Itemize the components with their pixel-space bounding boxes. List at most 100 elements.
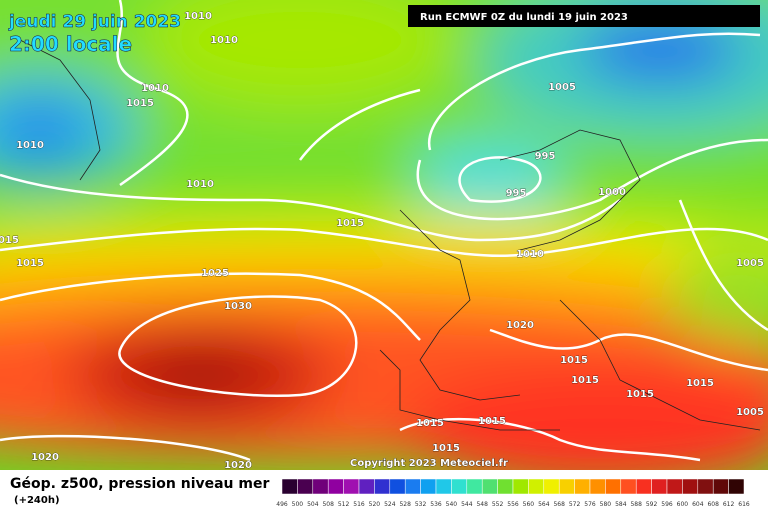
colorbar-label: 572 (569, 501, 581, 508)
isobar-label: 1000 (598, 187, 626, 198)
isobar-label: 995 (535, 151, 556, 162)
colorbar-label: 580 (600, 501, 612, 508)
field (0, 0, 768, 470)
colorbar-cell (635, 478, 652, 495)
colorbar-label: 612 (723, 501, 735, 508)
colorbar-cell (574, 478, 591, 495)
isobar-label: 1015 (0, 235, 19, 246)
colorbar-cell (343, 478, 360, 495)
colorbar-label: 556 (507, 501, 519, 508)
isobar-label: 1020 (506, 320, 534, 331)
colorbar-cell (589, 478, 606, 495)
colorbar-cell (697, 478, 714, 495)
colorbar-label: 496 (276, 501, 288, 508)
isobar-label: 1015 (478, 416, 506, 427)
isobar-label: 1010 (516, 249, 544, 260)
isobar-label: 1025 (201, 268, 229, 279)
colorbar-label: 604 (692, 501, 704, 508)
colorbar-cell (528, 478, 545, 495)
isobars (0, 0, 768, 462)
colorbar-cell (389, 478, 406, 495)
lead-time: (+240h) (14, 495, 60, 506)
isobar-label: 1010 (141, 83, 169, 94)
colorbar-label: 608 (707, 501, 719, 508)
colorbar-cell (312, 478, 329, 495)
isobar-label: 1015 (416, 418, 444, 429)
isobar-label: 1010 (210, 35, 238, 46)
isobar-label: 1005 (736, 258, 764, 269)
isobar-label: 995 (506, 188, 527, 199)
colorbar-label: 536 (430, 501, 442, 508)
colorbar-cell (374, 478, 391, 495)
colorbar-cell (435, 478, 452, 495)
isobar-label: 1015 (432, 443, 460, 454)
colorbar-label: 516 (353, 501, 365, 508)
isobar-label: 1015 (336, 218, 364, 229)
copyright: Copyright 2023 Meteociel.fr (350, 458, 508, 469)
isobar-label: 1020 (224, 460, 252, 471)
forecast-date: jeudi 29 juin 2023 (8, 12, 181, 32)
colorbar-cell (481, 478, 498, 495)
colorbar-cell (666, 478, 683, 495)
colorbar-label: 528 (399, 501, 411, 508)
isobar-label: 1015 (571, 375, 599, 386)
colorbar-cell (558, 478, 575, 495)
forecast-time: 2:00 locale (9, 32, 132, 56)
isobar-label: 1015 (686, 378, 714, 389)
colorbar-label: 548 (476, 501, 488, 508)
run-box (408, 5, 760, 27)
colorbar-label: 592 (646, 501, 658, 508)
colorbar-label: 532 (415, 501, 427, 508)
colorbar-cell (420, 478, 437, 495)
colorbar-label: 520 (369, 501, 381, 508)
colorbar-label: 552 (492, 501, 504, 508)
isobar-label: 1010 (184, 11, 212, 22)
colorbar-cell (605, 478, 622, 495)
colorbar-cell (327, 478, 344, 495)
colorbar-cell (512, 478, 529, 495)
isobar-label: 1015 (626, 389, 654, 400)
run-info: Run ECMWF 0Z du lundi 19 juin 2023 (420, 12, 628, 23)
coastlines (19, 39, 761, 431)
colorbar-cell (466, 478, 483, 495)
colorbar-label: 564 (538, 501, 550, 508)
colorbar-label: 596 (661, 501, 673, 508)
colorbar-label: 504 (307, 501, 319, 508)
colorbar-label: 576 (584, 501, 596, 508)
colorbar-label: 584 (615, 501, 627, 508)
colorbar-cell (543, 478, 560, 495)
isobar-label: 1015 (16, 258, 44, 269)
isobar-label: 1030 (224, 301, 252, 312)
colorbar-label: 524 (384, 501, 396, 508)
colorbar-label: 560 (523, 501, 535, 508)
colorbar-cell (358, 478, 375, 495)
colorbar-label: 568 (553, 501, 565, 508)
colorbar-cell (620, 478, 637, 495)
colorbar-cell (404, 478, 421, 495)
isobar-label: 1010 (186, 179, 214, 190)
colorbar-label: 508 (322, 501, 334, 508)
colorbar-label: 616 (738, 501, 750, 508)
isobar-label: 1015 (560, 355, 588, 366)
colorbar-label: 600 (677, 501, 689, 508)
colorbar-label: 512 (338, 501, 350, 508)
isobar-label: 1005 (548, 82, 576, 93)
colorbar-cell (497, 478, 514, 495)
isobar-label: 1020 (31, 452, 59, 463)
isobar-label: 1005 (736, 407, 764, 418)
colorbar-cell (451, 478, 468, 495)
colorbar-cell (281, 478, 298, 495)
isobar-label: 1010 (16, 140, 44, 151)
colorbar-cell (728, 478, 745, 495)
colorbar-cell (651, 478, 668, 495)
colorbar-label: 540 (446, 501, 458, 508)
colorbar-label: 544 (461, 501, 473, 508)
colorbar-cell (297, 478, 314, 495)
colorbar-cell (682, 478, 699, 495)
colorbar-label: 500 (292, 501, 304, 508)
colorbar-label: 588 (630, 501, 642, 508)
colorbar-cell (712, 478, 729, 495)
legend-title: Géop. z500, pression niveau mer (10, 476, 269, 492)
isobar-label: 1015 (126, 98, 154, 109)
